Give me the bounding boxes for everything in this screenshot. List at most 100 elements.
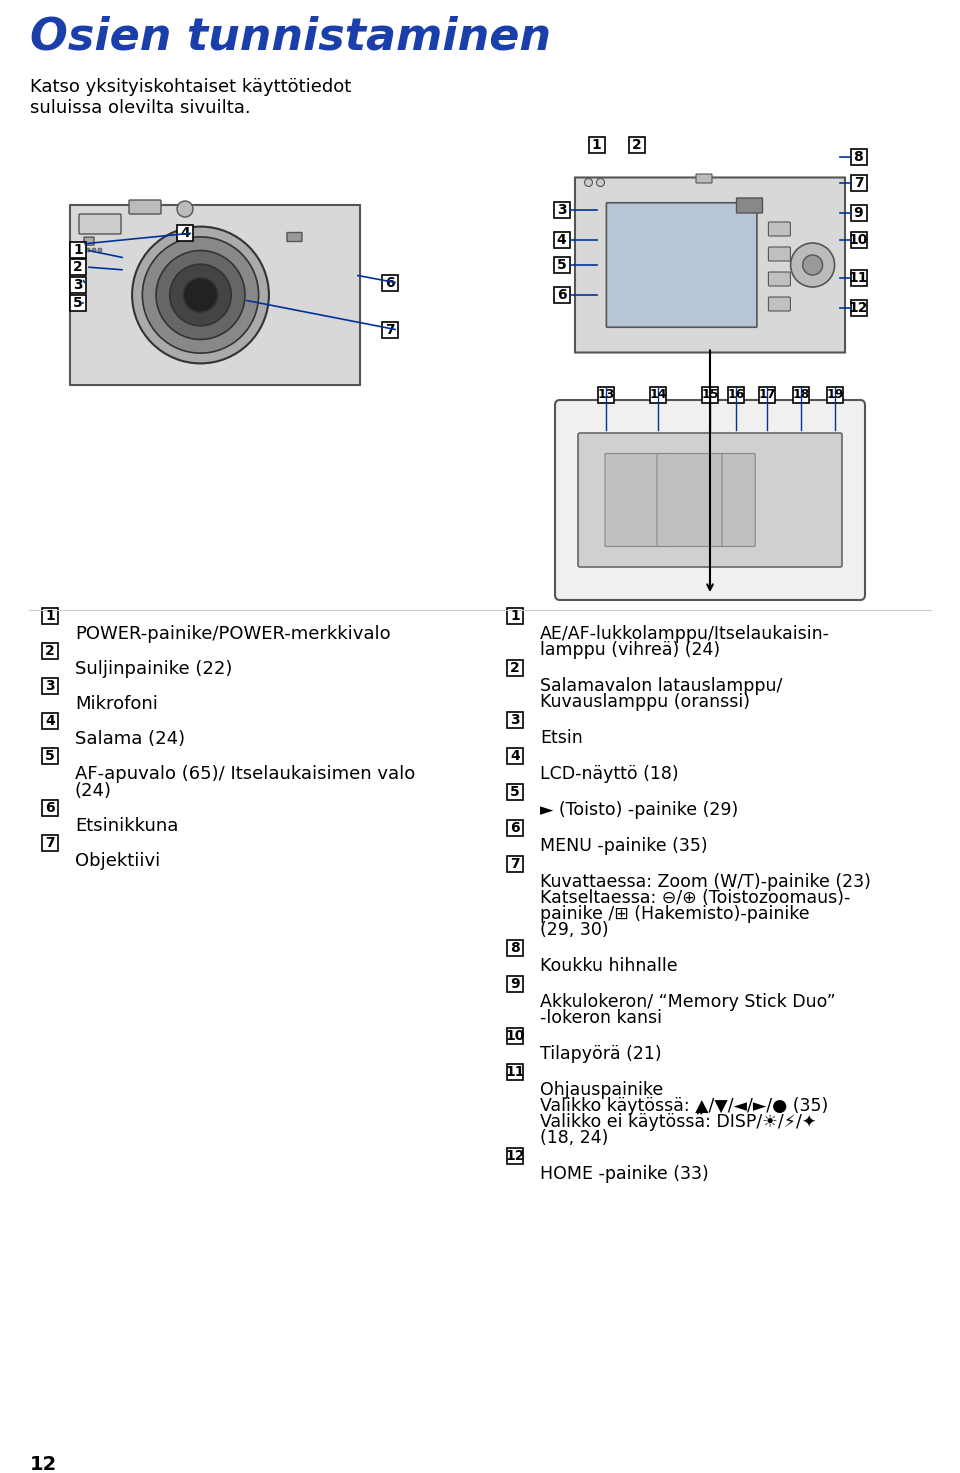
FancyBboxPatch shape — [507, 608, 523, 625]
Text: 2: 2 — [45, 644, 55, 658]
FancyBboxPatch shape — [768, 298, 790, 311]
FancyBboxPatch shape — [42, 748, 58, 764]
FancyBboxPatch shape — [851, 270, 867, 286]
Text: ► (Toisto) -painike (29): ► (Toisto) -painike (29) — [540, 801, 738, 819]
Circle shape — [585, 178, 592, 187]
Text: (18, 24): (18, 24) — [540, 1128, 609, 1147]
FancyBboxPatch shape — [554, 233, 569, 247]
FancyBboxPatch shape — [588, 137, 605, 153]
Text: Katseltaessa: ⊖/⊕ (Toistozoomaus)-: Katseltaessa: ⊖/⊕ (Toistozoomaus)- — [540, 890, 851, 907]
Text: AF-apuvalo (65)/ Itselaukaisimen valo: AF-apuvalo (65)/ Itselaukaisimen valo — [75, 764, 416, 784]
FancyBboxPatch shape — [287, 233, 302, 242]
FancyBboxPatch shape — [578, 433, 842, 567]
Circle shape — [177, 200, 193, 217]
Text: Valikko käytössä: ▲/▼/◄/►/● (35): Valikko käytössä: ▲/▼/◄/►/● (35) — [540, 1097, 828, 1115]
Text: 7: 7 — [385, 323, 395, 337]
Text: 2: 2 — [633, 138, 642, 152]
Text: 1: 1 — [591, 138, 602, 152]
Text: 10: 10 — [849, 233, 868, 247]
Text: lamppu (vihreä) (24): lamppu (vihreä) (24) — [540, 641, 720, 658]
FancyBboxPatch shape — [507, 1147, 523, 1164]
Text: Salamavalon latauslamppu/: Salamavalon latauslamppu/ — [540, 678, 782, 695]
FancyBboxPatch shape — [650, 387, 666, 404]
FancyBboxPatch shape — [827, 387, 843, 404]
Text: 12: 12 — [849, 300, 868, 315]
FancyBboxPatch shape — [736, 197, 762, 214]
FancyBboxPatch shape — [84, 237, 94, 245]
Text: 1: 1 — [45, 608, 55, 623]
Text: 14: 14 — [649, 389, 667, 402]
FancyBboxPatch shape — [554, 202, 569, 218]
FancyBboxPatch shape — [629, 137, 645, 153]
FancyBboxPatch shape — [555, 401, 865, 600]
FancyBboxPatch shape — [722, 454, 756, 546]
Circle shape — [791, 243, 834, 287]
Text: (29, 30): (29, 30) — [540, 921, 609, 938]
Text: 1: 1 — [510, 608, 520, 623]
FancyBboxPatch shape — [507, 1064, 523, 1080]
Text: 16: 16 — [728, 389, 745, 402]
Text: Objektiivi: Objektiivi — [75, 851, 160, 871]
FancyBboxPatch shape — [42, 644, 58, 658]
Text: -lokeron kansi: -lokeron kansi — [540, 1009, 662, 1027]
Text: 1: 1 — [73, 243, 83, 256]
FancyBboxPatch shape — [79, 214, 121, 234]
Text: Suljinpainike (22): Suljinpainike (22) — [75, 660, 232, 678]
Text: 6: 6 — [557, 289, 566, 302]
Circle shape — [183, 278, 218, 312]
FancyBboxPatch shape — [851, 233, 867, 247]
FancyBboxPatch shape — [598, 387, 614, 404]
Text: 7: 7 — [45, 837, 55, 850]
FancyBboxPatch shape — [507, 711, 523, 728]
FancyBboxPatch shape — [177, 225, 193, 242]
FancyBboxPatch shape — [42, 835, 58, 851]
FancyBboxPatch shape — [607, 203, 756, 327]
Text: 5: 5 — [557, 258, 566, 273]
Text: 9: 9 — [510, 977, 519, 991]
FancyBboxPatch shape — [70, 277, 86, 293]
Text: 15: 15 — [701, 389, 719, 402]
FancyBboxPatch shape — [768, 247, 790, 261]
Text: 11: 11 — [505, 1065, 525, 1080]
FancyBboxPatch shape — [851, 175, 867, 191]
Text: 8: 8 — [853, 150, 863, 164]
Text: 5: 5 — [73, 296, 83, 309]
FancyBboxPatch shape — [728, 387, 744, 404]
Circle shape — [86, 247, 90, 252]
FancyBboxPatch shape — [554, 256, 569, 273]
Text: Kuvauslamppu (oranssi): Kuvauslamppu (oranssi) — [540, 692, 750, 711]
FancyBboxPatch shape — [575, 177, 845, 352]
FancyBboxPatch shape — [507, 660, 523, 676]
Text: 3: 3 — [557, 203, 566, 217]
Text: 6: 6 — [385, 275, 395, 290]
Text: LCD-näyttö (18): LCD-näyttö (18) — [540, 764, 679, 784]
Text: 13: 13 — [597, 389, 614, 402]
FancyBboxPatch shape — [42, 608, 58, 625]
FancyBboxPatch shape — [129, 200, 161, 214]
FancyBboxPatch shape — [605, 454, 672, 546]
FancyBboxPatch shape — [768, 273, 790, 286]
Circle shape — [132, 227, 269, 364]
Text: Salama (24): Salama (24) — [75, 731, 185, 748]
Text: Katso yksityiskohtaiset käyttötiedot
suluissa olevilta sivuilta.: Katso yksityiskohtaiset käyttötiedot sul… — [30, 78, 351, 116]
Text: 10: 10 — [505, 1030, 525, 1043]
Text: (24): (24) — [75, 782, 112, 800]
Text: Osien tunnistaminen: Osien tunnistaminen — [30, 15, 551, 57]
Circle shape — [142, 237, 258, 354]
Text: 4: 4 — [510, 748, 520, 763]
Text: Kuvattaessa: Zoom (W/T)-painike (23): Kuvattaessa: Zoom (W/T)-painike (23) — [540, 873, 871, 891]
Text: 7: 7 — [510, 857, 519, 871]
FancyBboxPatch shape — [507, 1028, 523, 1044]
Text: 4: 4 — [557, 233, 566, 247]
FancyBboxPatch shape — [42, 800, 58, 816]
Circle shape — [803, 255, 823, 275]
Text: 4: 4 — [45, 714, 55, 728]
FancyBboxPatch shape — [70, 242, 86, 258]
Text: 7: 7 — [853, 175, 863, 190]
Text: 12: 12 — [505, 1149, 525, 1164]
Text: 3: 3 — [73, 278, 83, 292]
Text: 11: 11 — [849, 271, 868, 284]
FancyBboxPatch shape — [696, 174, 712, 183]
FancyBboxPatch shape — [42, 678, 58, 694]
Circle shape — [98, 247, 102, 252]
